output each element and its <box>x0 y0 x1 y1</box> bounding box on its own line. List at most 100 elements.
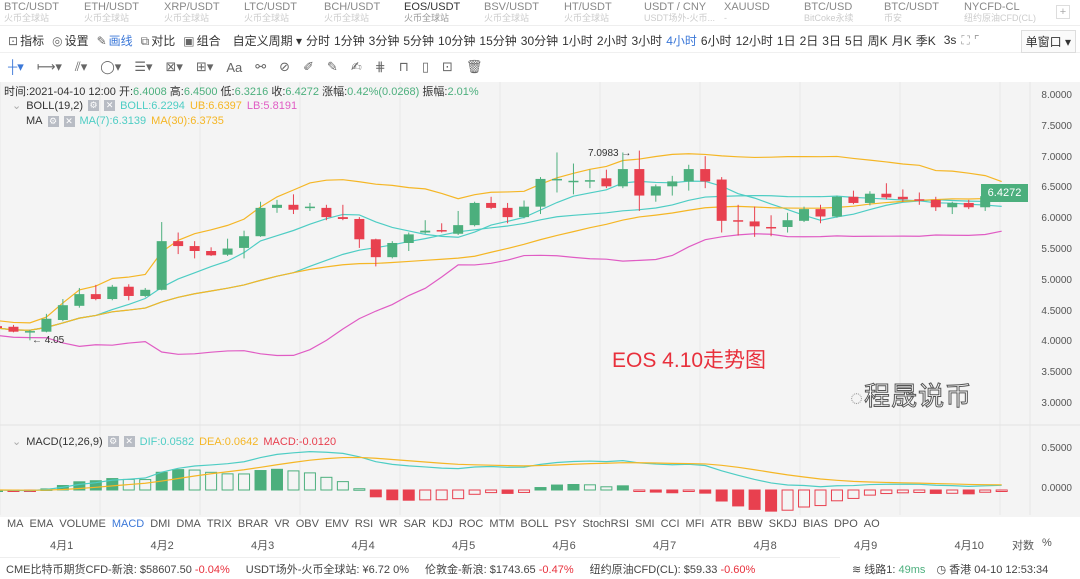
indicator-tab[interactable]: TRIX <box>206 518 232 530</box>
indicator-tab[interactable]: MA <box>7 518 24 530</box>
period-2[interactable]: 3分钟 <box>368 33 400 48</box>
indicator-tab[interactable]: MFI <box>685 518 705 530</box>
ticker-item[interactable]: 伦敦金-新浪: $1743.65 -0.47% <box>425 561 574 577</box>
custom-period-dropdown[interactable]: 自定义周期 ▾ <box>232 33 302 48</box>
compare-button[interactable]: ⧉ 对比 <box>141 32 176 49</box>
indicator-tab[interactable]: AO <box>863 518 880 530</box>
symbol-tab[interactable]: BCH/USDT 火币全球站 <box>320 0 400 25</box>
settings-button[interactable]: ◎ 设置 <box>52 32 89 49</box>
ticker-item[interactable]: 纽约原油CFD(CL): $59.33 -0.60% <box>590 561 756 577</box>
period-17[interactable]: 周K <box>867 33 888 48</box>
indicator-tab[interactable]: VR <box>274 518 290 530</box>
indicator-tab[interactable]: ROC <box>458 518 484 530</box>
log-scale-toggle[interactable]: 对数 <box>1012 540 1034 552</box>
symbol-tab[interactable]: BSV/USDT 火币全球站 <box>480 0 560 25</box>
symbol-tab[interactable]: HT/USDT 火币全球站 <box>560 0 640 25</box>
indicator-tab[interactable]: WR <box>379 518 398 530</box>
symbol-tab[interactable]: EOS/USDT 火币全球站 <box>400 0 480 25</box>
period-13[interactable]: 1日 <box>776 33 796 48</box>
indicator-tab[interactable]: BIAS <box>802 518 828 530</box>
measure-icon[interactable]: ⊞▾ <box>195 59 214 74</box>
indicator-tab[interactable]: EMA <box>29 518 54 530</box>
fullscreen-icon[interactable]: ⛶ <box>961 32 970 47</box>
indicator-tab[interactable]: ATR <box>710 518 732 530</box>
indicator-tab[interactable]: BBW <box>737 518 763 530</box>
indicator-tab[interactable]: OBV <box>295 518 319 530</box>
percent-scale-toggle[interactable]: % <box>1042 537 1052 549</box>
link-icon[interactable]: ⊘ <box>279 59 291 74</box>
indicator-tab[interactable]: PSY <box>554 518 577 530</box>
brush-icon[interactable]: ✍ <box>350 59 362 74</box>
indicator-tab[interactable]: KDJ <box>432 518 453 530</box>
circle-icon[interactable]: ◯▾ <box>100 59 122 74</box>
pattern-icon[interactable]: ⊠▾ <box>165 59 183 74</box>
period-10[interactable]: 4小时 <box>666 33 697 48</box>
add-tab-button[interactable]: + <box>1056 5 1070 19</box>
combine-button[interactable]: ▣ 组合 <box>183 32 220 49</box>
crosshair-icon[interactable]: ┼▾ <box>8 59 24 74</box>
trash-icon[interactable]: 🗑 <box>465 59 483 74</box>
text-tool[interactable]: Aa <box>226 59 243 75</box>
period-3[interactable]: 5分钟 <box>403 33 435 48</box>
indicator-tab[interactable]: MTM <box>489 518 515 530</box>
indicator-tab[interactable]: DPO <box>833 518 858 530</box>
indicator-tab[interactable]: StochRSI <box>582 518 630 530</box>
collapse-icon[interactable]: ⌄ <box>12 100 22 112</box>
indicator-tab[interactable]: SAR <box>403 518 427 530</box>
gear-icon[interactable]: ⚙ <box>47 115 59 127</box>
indicator-tab[interactable]: BRAR <box>237 518 269 530</box>
symbol-tab[interactable]: NYCFD-CL 纽约原油CFD(CL) <box>960 0 1040 25</box>
period-1[interactable]: 1分钟 <box>333 33 365 48</box>
symbol-tab[interactable]: XRP/USDT 火币全球站 <box>160 0 240 25</box>
gear-icon[interactable]: ⚙ <box>88 100 100 111</box>
ruler-icon[interactable]: ✎ <box>326 59 338 74</box>
indicator-tab[interactable]: EMV <box>324 518 349 530</box>
indicator-tab[interactable]: SMI <box>635 518 655 530</box>
symbol-tab[interactable]: USDT / CNY USDT场外-火币... <box>640 0 720 25</box>
close-icon[interactable]: ✕ <box>63 115 75 127</box>
period-0[interactable]: 分时 <box>305 33 330 48</box>
symbol-tab[interactable]: LTC/USDT 火币全球站 <box>240 0 320 25</box>
collapse-icon[interactable]: ⌄ <box>12 436 22 448</box>
symbol-tab[interactable]: BTC/USDT 币安 <box>880 0 960 25</box>
indicator-tab[interactable]: DMI <box>150 518 171 530</box>
lock-icon[interactable]: ⊓ <box>398 59 409 74</box>
hide-icon[interactable]: ⊡ <box>442 59 453 74</box>
window-layout-dropdown[interactable]: 单窗口 ▾ <box>1020 30 1076 53</box>
indicator-tab[interactable]: DMA <box>176 518 201 530</box>
indicator-tab[interactable]: CCI <box>660 518 680 530</box>
close-icon[interactable]: ✕ <box>123 436 135 447</box>
close-icon[interactable]: ✕ <box>104 100 116 111</box>
ticker-item[interactable]: USDT场外-火币全球站: ¥6.72 0% <box>246 561 409 577</box>
bead-icon[interactable]: ⋕ <box>374 59 386 74</box>
period-18[interactable]: 月K <box>891 33 912 48</box>
period-9[interactable]: 3小时 <box>631 33 663 48</box>
screenshot-icon[interactable]: ⌜ <box>973 33 980 47</box>
period-6[interactable]: 30分钟 <box>520 33 559 48</box>
parallel-icon[interactable]: ☰▾ <box>134 59 153 74</box>
indicator-tab[interactable]: MACD <box>111 518 145 530</box>
ticker-item[interactable]: CME比特币期货CFD-新浪: $58607.50 -0.04% <box>6 561 230 577</box>
period-15[interactable]: 3日 <box>822 33 841 48</box>
indicator-tab[interactable]: RSI <box>354 518 374 530</box>
symbol-tab[interactable]: BTC/USD BitCoke永续 <box>800 0 880 25</box>
gear-icon[interactable]: ⚙ <box>107 436 119 447</box>
period-8[interactable]: 2小时 <box>596 33 628 48</box>
magnet-icon[interactable]: ⚯ <box>255 59 267 74</box>
indicator-tab[interactable]: VOLUME <box>59 518 106 530</box>
period-11[interactable]: 6小时 <box>700 33 732 48</box>
period-5[interactable]: 15分钟 <box>479 33 517 48</box>
line-icon[interactable]: ⟼▾ <box>36 59 62 74</box>
period-14[interactable]: 2日 <box>799 33 819 48</box>
indicator-tab[interactable]: BOLL <box>520 518 549 530</box>
period-12[interactable]: 12小时 <box>735 33 773 48</box>
indicator-tab[interactable]: SKDJ <box>768 518 797 530</box>
indicators-button[interactable]: ⊡ 指标 <box>8 32 44 49</box>
period-19[interactable]: 季K <box>915 33 936 48</box>
period-7[interactable]: 1小时 <box>562 33 593 48</box>
symbol-tab[interactable]: ETH/USDT 火币全球站 <box>80 0 160 25</box>
copy-icon[interactable]: ▯ <box>421 59 430 74</box>
period-4[interactable]: 10分钟 <box>438 33 476 48</box>
refresh-interval[interactable]: 3s <box>943 33 957 47</box>
ray-icon[interactable]: ⫽▾ <box>74 59 88 74</box>
